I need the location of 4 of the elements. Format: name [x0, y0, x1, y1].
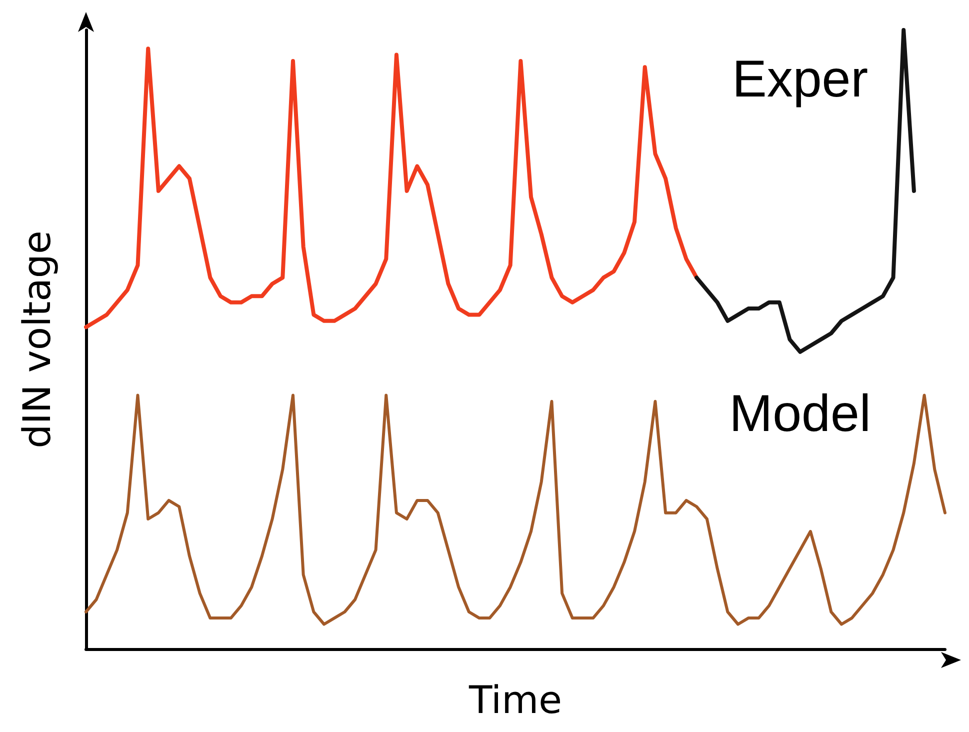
series-label: Exper	[732, 50, 868, 109]
series-label: Model	[729, 384, 871, 443]
x-axis-title: Time	[468, 678, 562, 722]
y-axis-title: dIN voltage	[15, 230, 59, 448]
